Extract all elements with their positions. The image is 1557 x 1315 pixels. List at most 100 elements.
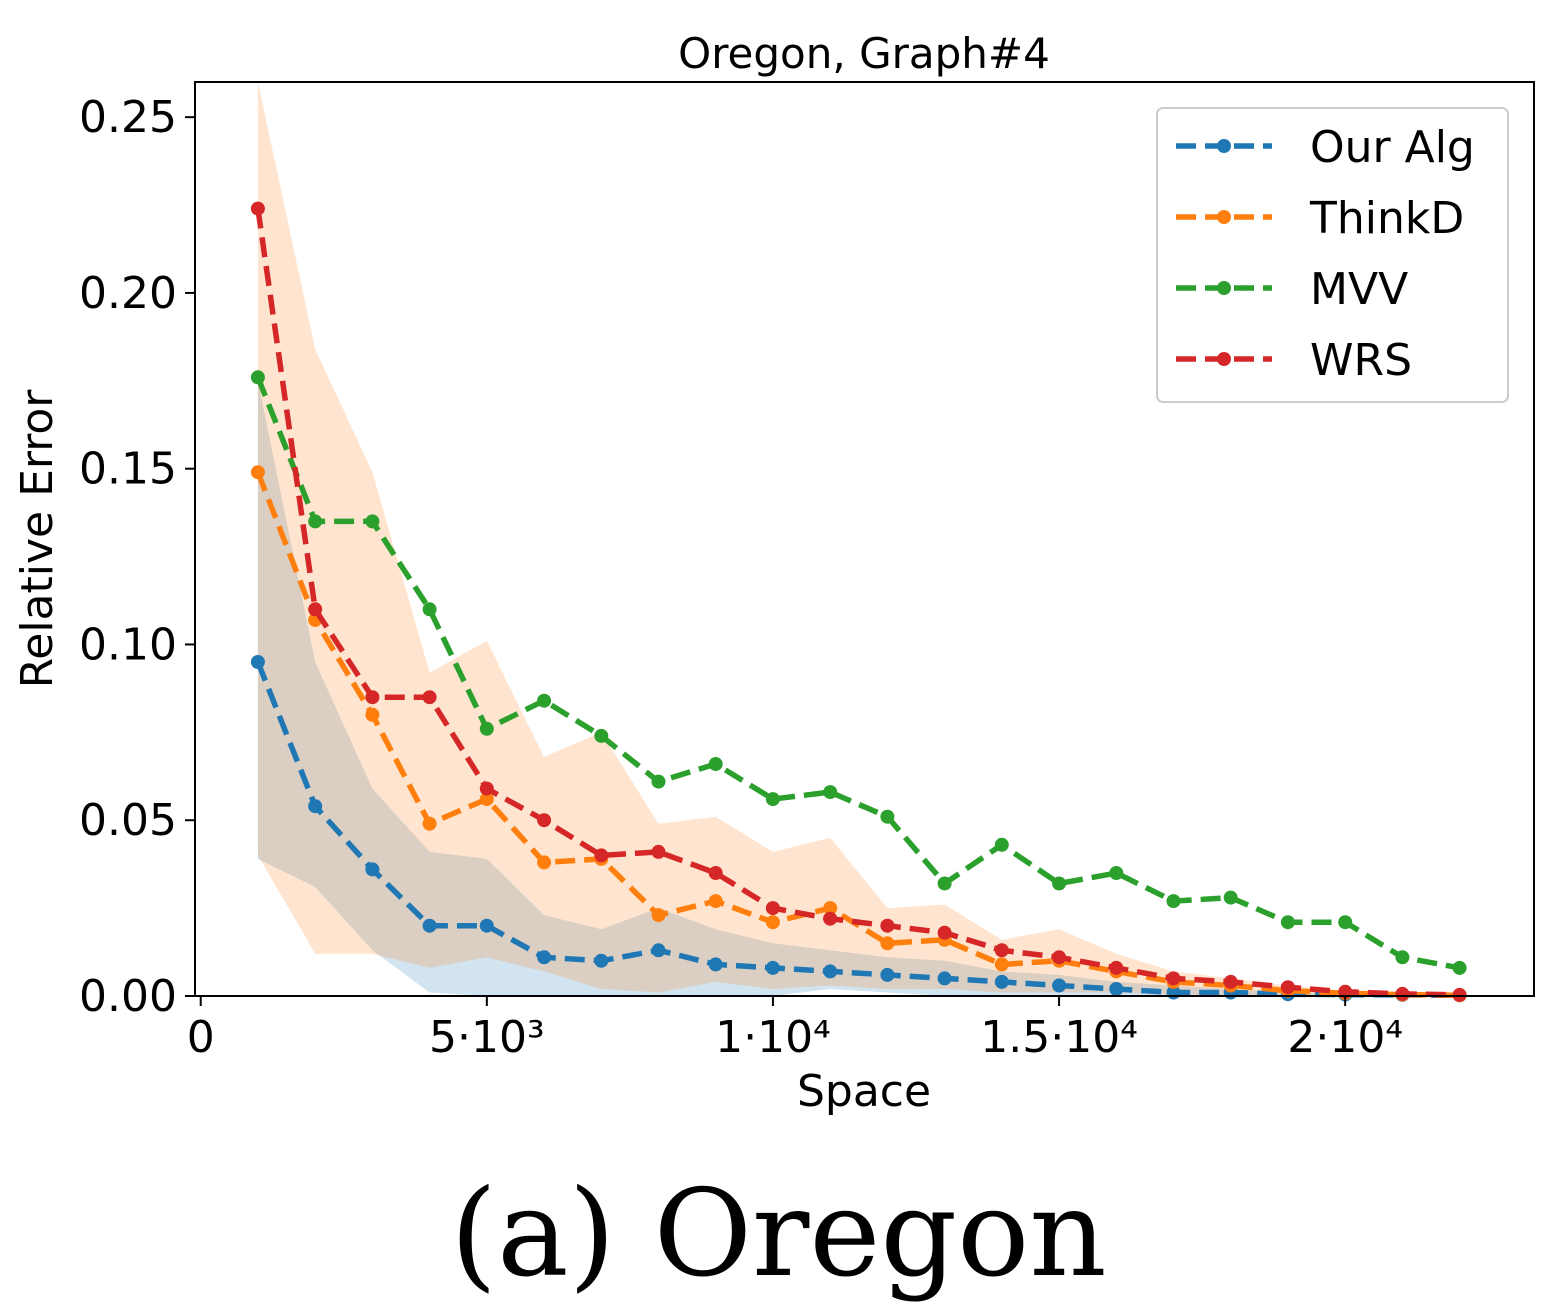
point-wrs — [250, 201, 265, 216]
chart-title: Oregon, Graph#4 — [678, 29, 1050, 78]
point-mvv — [1109, 866, 1124, 880]
point-mvv — [651, 774, 666, 789]
y-tick-label: 0.00 — [79, 971, 177, 1022]
point-wrs — [308, 602, 323, 617]
legend-box — [1156, 107, 1509, 403]
point-our-alg — [880, 967, 895, 982]
point-thinkd — [651, 908, 666, 923]
legend-label-mvv: MVV — [1310, 264, 1408, 315]
y-tick-label: 0.25 — [79, 92, 177, 143]
figure-caption: (a) Oregon — [450, 1165, 1107, 1304]
legend-label-thinkd: ThinkD — [1309, 193, 1464, 244]
point-wrs — [1109, 960, 1124, 975]
point-mvv — [1223, 890, 1238, 905]
y-tick-label: 0.15 — [79, 444, 177, 495]
point-mvv — [765, 792, 780, 807]
point-our-alg — [937, 971, 952, 986]
band-our-alg — [257, 380, 1460, 996]
point-wrs — [1452, 987, 1467, 1002]
band-thinkd — [257, 82, 1460, 996]
line-mvv — [255, 376, 1461, 971]
point-our-alg — [479, 918, 494, 933]
point-wrs — [994, 943, 1009, 958]
legend-label-our-alg: Our Alg — [1310, 122, 1475, 173]
point-thinkd — [365, 707, 380, 722]
point-wrs — [594, 848, 609, 863]
point-wrs — [880, 918, 895, 933]
point-mvv — [479, 721, 494, 736]
point-mvv — [1452, 960, 1467, 975]
x-axis: 0 5·10³ 1·10⁴ 1.5·10⁴ 2·10⁴ — [187, 996, 1403, 1063]
point-our-alg — [823, 964, 838, 979]
point-mvv — [994, 837, 1009, 852]
point-wrs — [937, 925, 952, 940]
x-tick-label: 1.5·10⁴ — [980, 1012, 1138, 1063]
x-tick-label: 5·10³ — [429, 1012, 545, 1063]
x-axis-label: Space — [797, 1066, 931, 1117]
point-thinkd — [880, 936, 895, 951]
series-lines — [250, 201, 1467, 1003]
point-thinkd — [479, 792, 494, 807]
point-thinkd — [994, 957, 1009, 972]
point-our-alg — [708, 957, 723, 972]
point-wrs — [1223, 974, 1238, 989]
x-tick-label: 0 — [187, 1012, 215, 1063]
point-mvv — [1280, 915, 1295, 930]
point-wrs — [1166, 971, 1181, 986]
x-tick-label: 2·10⁴ — [1287, 1012, 1403, 1063]
point-wrs — [365, 690, 380, 705]
point-our-alg — [1052, 978, 1067, 993]
x-tick-label: 1·10⁴ — [715, 1012, 831, 1063]
point-mvv — [308, 514, 323, 529]
point-our-alg — [651, 943, 666, 958]
point-mvv — [250, 370, 265, 385]
point-wrs — [479, 781, 494, 796]
line-thinkd — [255, 471, 1460, 999]
point-thinkd — [765, 915, 780, 930]
line-wrs — [255, 208, 1460, 998]
y-axis-label: Relative Error — [12, 389, 63, 689]
legend: Our Alg ThinkD MVV WRS — [1156, 107, 1509, 403]
point-our-alg — [250, 655, 265, 669]
point-wrs — [708, 866, 723, 880]
legend-marker-wrs — [1217, 352, 1231, 366]
point-mvv — [1395, 950, 1410, 965]
error-bands — [257, 82, 1460, 996]
point-our-alg — [422, 918, 437, 933]
legend-marker-our-alg — [1217, 139, 1231, 153]
point-our-alg — [1109, 982, 1124, 996]
point-our-alg — [594, 953, 609, 968]
point-mvv — [1052, 876, 1067, 891]
point-our-alg — [537, 950, 552, 965]
line-our-alg — [255, 660, 1460, 999]
point-our-alg — [765, 960, 780, 975]
point-thinkd — [250, 465, 265, 480]
point-wrs — [422, 690, 437, 705]
point-mvv — [1166, 894, 1181, 909]
point-thinkd — [537, 855, 552, 870]
plot-frame — [194, 81, 1535, 997]
point-mvv — [937, 876, 952, 891]
point-mvv — [422, 602, 437, 617]
point-thinkd — [708, 894, 723, 909]
point-wrs — [651, 844, 666, 859]
y-tick-label: 0.05 — [79, 795, 177, 846]
y-tick-label: 0.20 — [79, 268, 177, 319]
point-thinkd — [823, 901, 838, 916]
point-mvv — [1338, 915, 1353, 930]
point-wrs — [765, 901, 780, 916]
chart: Oregon, Graph#4 0 5·10³ 1·10⁴ 1.5·10⁴ 2·10⁴ … — [12, 29, 1535, 1117]
legend-marker-mvv — [1217, 281, 1231, 295]
point-mvv — [365, 514, 380, 529]
y-axis: 0.00 0.05 0.10 0.15 0.20 0.25 — [79, 92, 195, 1022]
y-tick-label: 0.10 — [79, 619, 177, 670]
point-mvv — [880, 809, 895, 824]
point-mvv — [708, 757, 723, 771]
point-thinkd — [422, 816, 437, 831]
point-mvv — [594, 728, 609, 743]
point-wrs — [1052, 950, 1067, 965]
point-our-alg — [994, 974, 1009, 989]
point-wrs — [1395, 986, 1410, 1001]
point-our-alg — [308, 799, 323, 814]
point-wrs — [537, 813, 552, 828]
